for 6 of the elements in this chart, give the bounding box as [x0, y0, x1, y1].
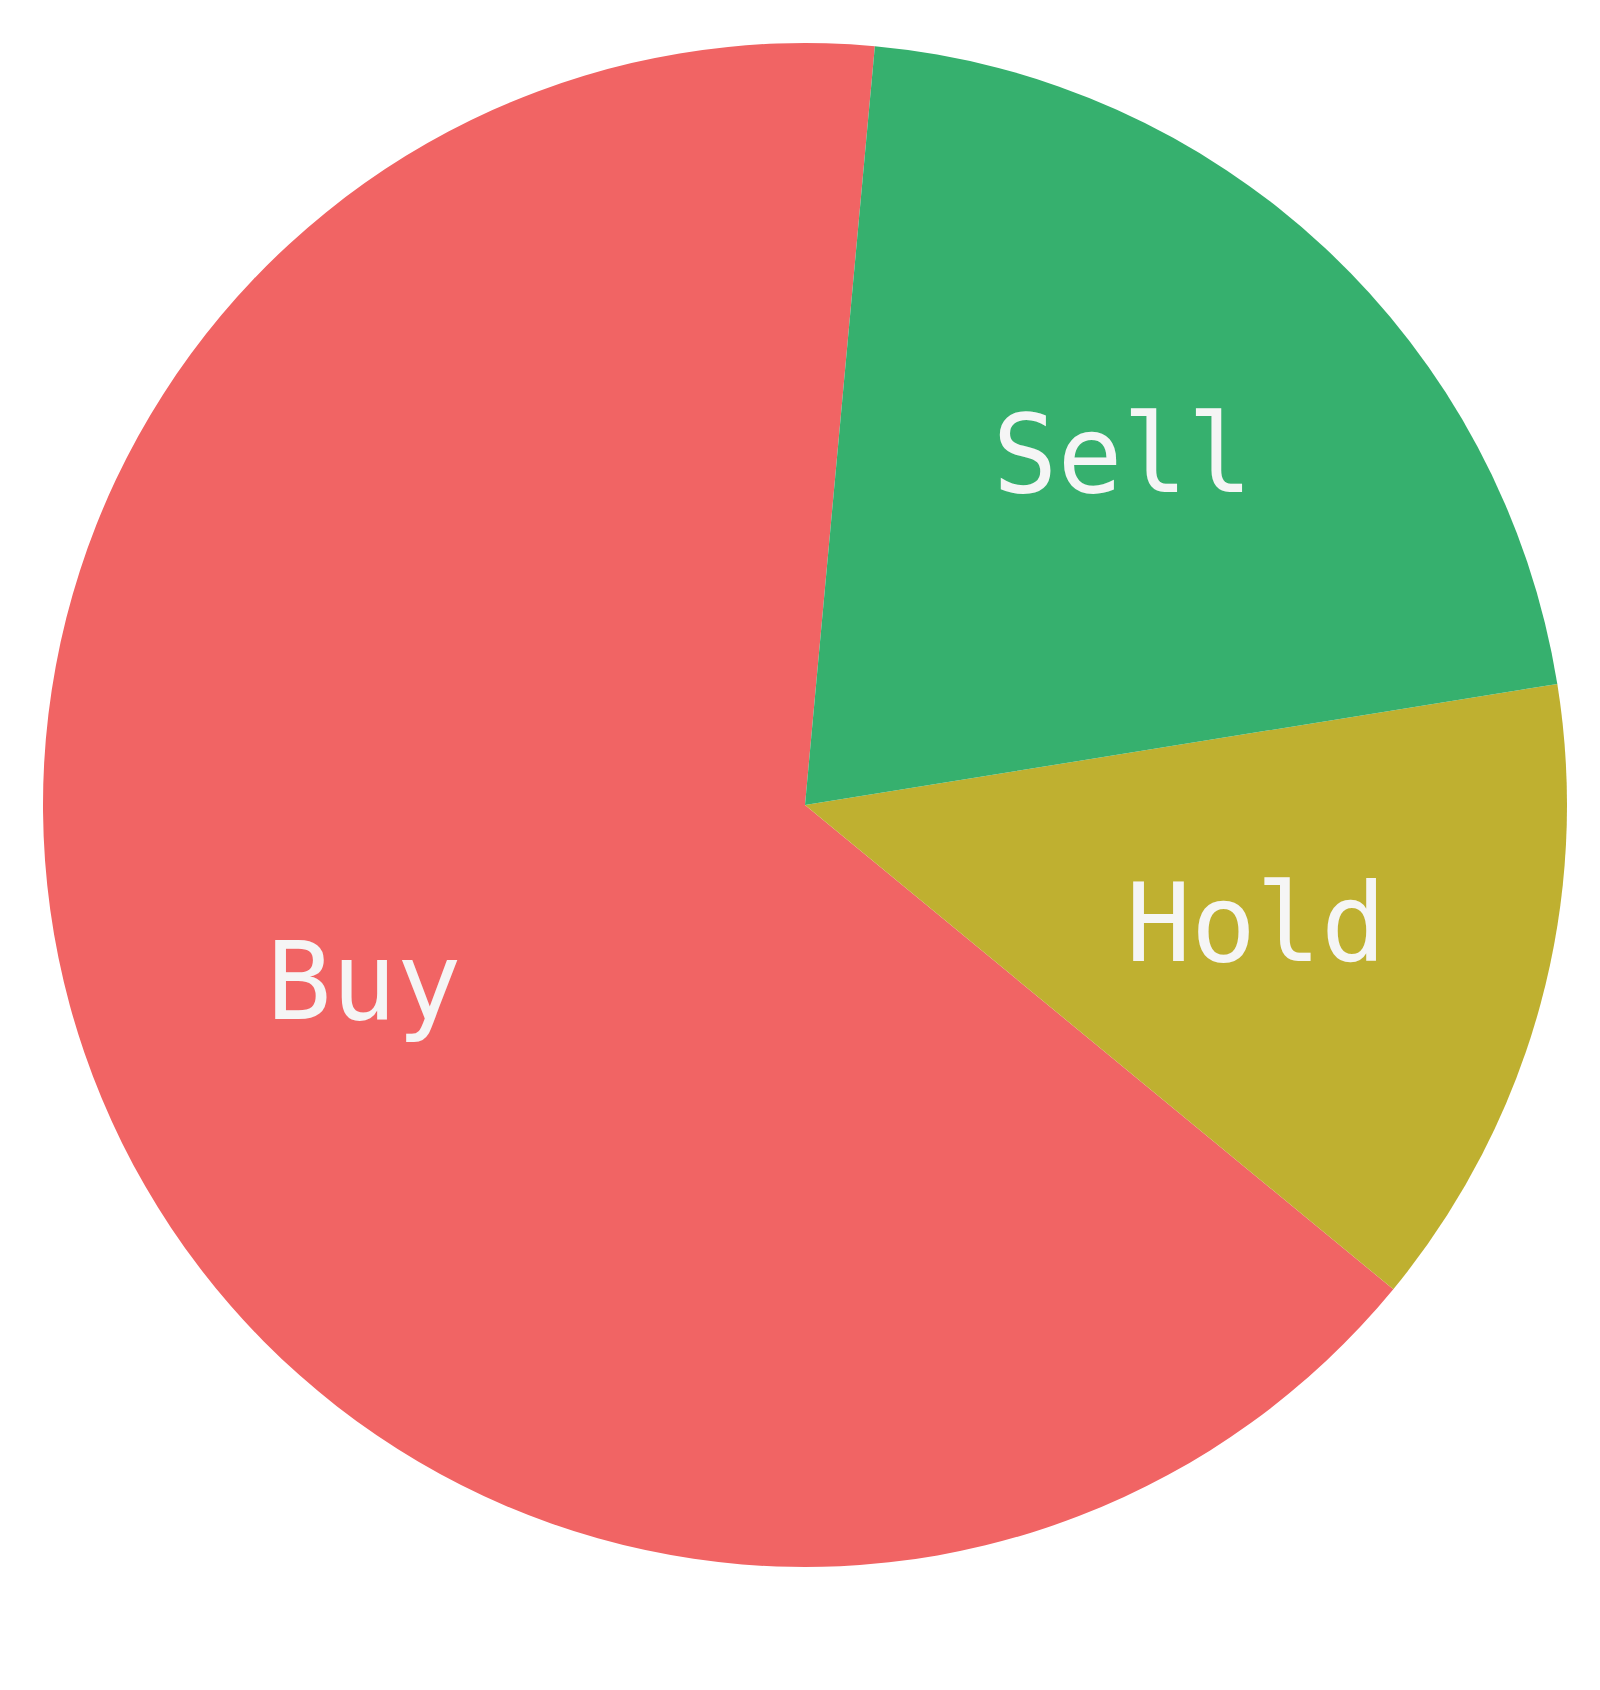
slice-label: Hold — [1125, 861, 1387, 987]
slice-label: Buy — [266, 919, 462, 1045]
slice-label: Sell — [992, 392, 1253, 518]
pie-slice — [43, 43, 1394, 1567]
pie-slice — [805, 683, 1567, 1290]
pie-slice — [805, 46, 1558, 805]
